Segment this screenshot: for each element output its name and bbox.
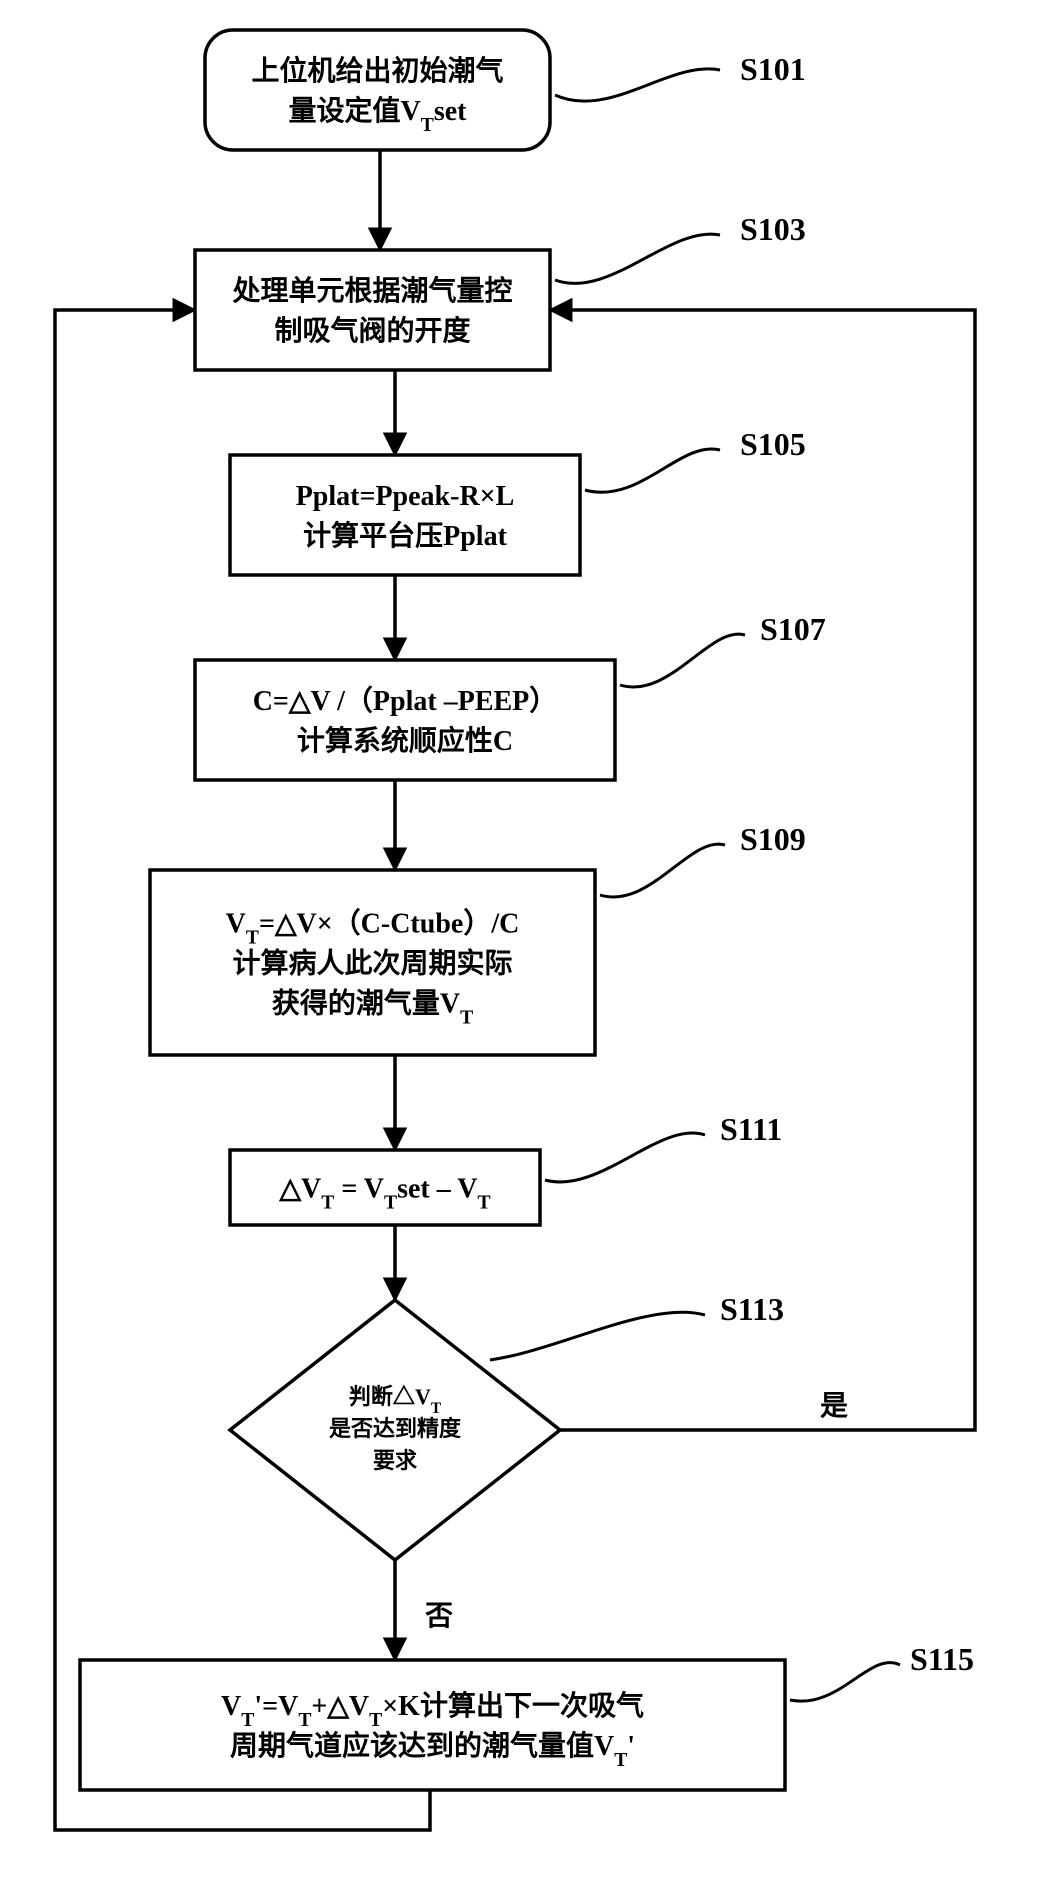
svg-text:制吸气阀的开度: 制吸气阀的开度 [274,314,470,347]
label-s111: S111 [720,1111,782,1147]
node-s101: 上位机给出初始潮气量设定值VTset S101 [205,30,806,150]
svg-text:判断△VT: 判断△VT [349,1384,442,1417]
svg-text:要求: 要求 [373,1448,417,1473]
svg-text:Pplat=Ppeak-R×L: Pplat=Ppeak-R×L [296,481,515,512]
label-s109: S109 [740,821,806,857]
svg-text:计算平台压Pplat: 计算平台压Pplat [303,519,507,552]
svg-text:VT=△V×（C-Ctube）/C: VT=△V×（C-Ctube）/C [226,907,520,949]
svg-text:获得的潮气量VT: 获得的潮气量VT [272,987,473,1029]
svg-text:△VT = VTset – VT: △VT = VTset – VT [278,1174,490,1214]
label-s101: S101 [740,51,806,87]
node-s113: 判断△VT是否达到精度要求 S113 [230,1291,784,1560]
label-s107: S107 [760,611,826,647]
edge-label-7: 是 [820,1391,848,1422]
svg-text:上位机给出初始潮气: 上位机给出初始潮气 [251,54,503,87]
svg-text:是否达到精度: 是否达到精度 [329,1416,462,1441]
svg-text:周期气道应该达到的潮气量值VT': 周期气道应该达到的潮气量值VT' [230,1729,635,1771]
svg-text:计算系统顺应性C: 计算系统顺应性C [297,724,513,757]
edge-7 [550,310,975,1430]
node-s109: VT=△V×（C-Ctube）/C计算病人此次周期实际获得的潮气量VT S109 [150,821,806,1055]
svg-text:C=△V /（Pplat –PEEP）: C=△V /（Pplat –PEEP） [253,684,558,717]
svg-text:处理单元根据潮气量控: 处理单元根据潮气量控 [231,275,512,307]
label-s105: S105 [740,426,806,462]
label-s113: S113 [720,1291,784,1327]
node-s115: VT'=VT+△VT×K计算出下一次吸气周期气道应该达到的潮气量值VT' S115 [80,1641,974,1790]
node-s105: Pplat=Ppeak-R×L 计算平台压Pplat S105 [230,426,806,575]
node-s107: C=△V /（Pplat –PEEP） 计算系统顺应性C S107 [195,611,826,780]
svg-text:量设定值VTset: 量设定值VTset [289,94,468,136]
label-s103: S103 [740,211,806,247]
node-s103: 处理单元根据潮气量控制吸气阀的开度 S103 [195,211,806,370]
svg-text:VT'=VT+△VT×K计算出下一次吸气: VT'=VT+△VT×K计算出下一次吸气 [221,1689,644,1731]
edge-label-6: 否 [425,1601,453,1632]
svg-text:计算病人此次周期实际: 计算病人此次周期实际 [232,947,512,980]
label-s115: S115 [910,1641,974,1677]
node-s111: △VT = VTset – VT S111 [230,1111,782,1225]
